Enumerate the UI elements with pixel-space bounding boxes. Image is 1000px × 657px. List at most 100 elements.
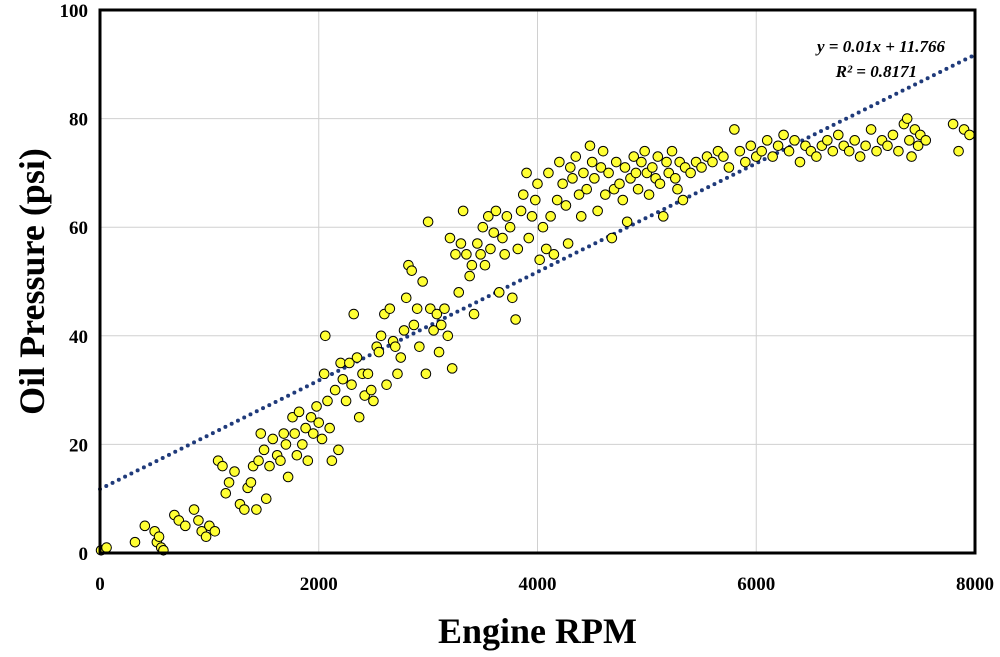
points-layer — [95, 113, 975, 556]
data-point — [647, 162, 658, 173]
data-point — [507, 292, 518, 304]
data-point — [630, 167, 642, 179]
data-point — [707, 156, 718, 168]
data-point — [344, 357, 355, 369]
data-point — [882, 140, 893, 152]
data-point — [200, 531, 212, 543]
data-point — [291, 449, 303, 461]
data-point — [417, 276, 428, 287]
data-point — [400, 292, 412, 304]
data-point — [428, 325, 439, 336]
data-point — [499, 249, 510, 260]
data-point — [278, 428, 290, 439]
data-point — [603, 167, 614, 179]
data-point — [586, 156, 598, 168]
data-point — [439, 303, 450, 314]
data-point — [300, 422, 311, 434]
data-point — [453, 287, 465, 298]
data-point — [293, 406, 305, 418]
data-point — [545, 211, 556, 222]
tick-labels: 0 2000 4000 6000 8000 0 20 40 60 80 100 — [60, 1, 995, 595]
data-point — [740, 156, 751, 168]
data-point — [532, 178, 543, 190]
data-point — [220, 487, 232, 499]
data-point — [543, 167, 554, 179]
data-point — [789, 135, 800, 146]
data-point — [282, 471, 294, 483]
data-point — [510, 314, 521, 325]
data-point — [920, 135, 932, 146]
data-point — [512, 243, 524, 255]
data-point — [275, 455, 286, 466]
data-point — [639, 145, 650, 157]
y-tick-label: 40 — [69, 327, 88, 348]
data-point — [573, 189, 585, 200]
data-point — [654, 178, 666, 190]
data-point — [595, 162, 607, 173]
data-point — [340, 395, 352, 407]
data-point — [482, 211, 494, 222]
data-point — [628, 151, 640, 162]
data-point — [488, 227, 500, 238]
data-point — [504, 221, 516, 233]
data-point — [431, 308, 443, 320]
data-point — [485, 243, 496, 255]
data-point — [729, 124, 740, 135]
data-point — [610, 156, 622, 168]
data-point — [251, 504, 262, 515]
data-point — [217, 460, 228, 472]
data-point — [621, 216, 633, 228]
data-point — [723, 162, 735, 173]
y-tick-label: 60 — [69, 218, 88, 239]
data-point — [255, 428, 267, 439]
data-point — [570, 151, 582, 162]
data-point — [643, 189, 655, 200]
data-point — [362, 368, 374, 380]
data-point — [239, 504, 250, 515]
data-point — [461, 249, 472, 260]
data-point — [606, 232, 618, 244]
y-axis-title: Oil Pressure (psi) — [12, 148, 52, 415]
data-point — [444, 232, 456, 244]
data-point — [375, 330, 387, 342]
data-point — [696, 162, 707, 173]
data-point — [258, 444, 270, 456]
data-point — [540, 243, 552, 255]
data-point — [904, 135, 915, 146]
data-point — [468, 308, 480, 320]
data-point — [464, 270, 475, 282]
data-point — [589, 173, 600, 184]
data-point — [435, 319, 447, 331]
data-point — [677, 194, 689, 206]
data-point — [614, 178, 625, 190]
data-point — [373, 346, 385, 358]
data-point — [551, 194, 563, 206]
data-point — [619, 162, 631, 173]
y-tick-label: 100 — [60, 1, 89, 22]
data-point — [537, 221, 549, 233]
data-point — [632, 183, 644, 195]
data-point — [335, 357, 346, 369]
data-point — [832, 129, 844, 141]
data-point — [772, 140, 784, 152]
data-point — [636, 156, 647, 168]
data-point — [450, 249, 461, 260]
data-point — [333, 444, 344, 456]
data-point — [947, 118, 959, 130]
data-point — [526, 211, 538, 222]
data-point — [302, 455, 314, 466]
data-point — [854, 151, 866, 162]
data-point — [734, 145, 746, 157]
data-point — [289, 428, 300, 439]
x-tick-label: 8000 — [956, 574, 994, 595]
data-point — [778, 129, 789, 141]
data-point — [414, 341, 425, 352]
data-point — [865, 124, 877, 135]
data-point — [129, 536, 141, 548]
trendline-equation: y = 0.01x + 11.766 — [815, 37, 945, 56]
y-tick-label: 0 — [79, 544, 89, 565]
data-point — [442, 330, 454, 342]
data-point — [761, 135, 773, 146]
data-point — [346, 379, 357, 390]
